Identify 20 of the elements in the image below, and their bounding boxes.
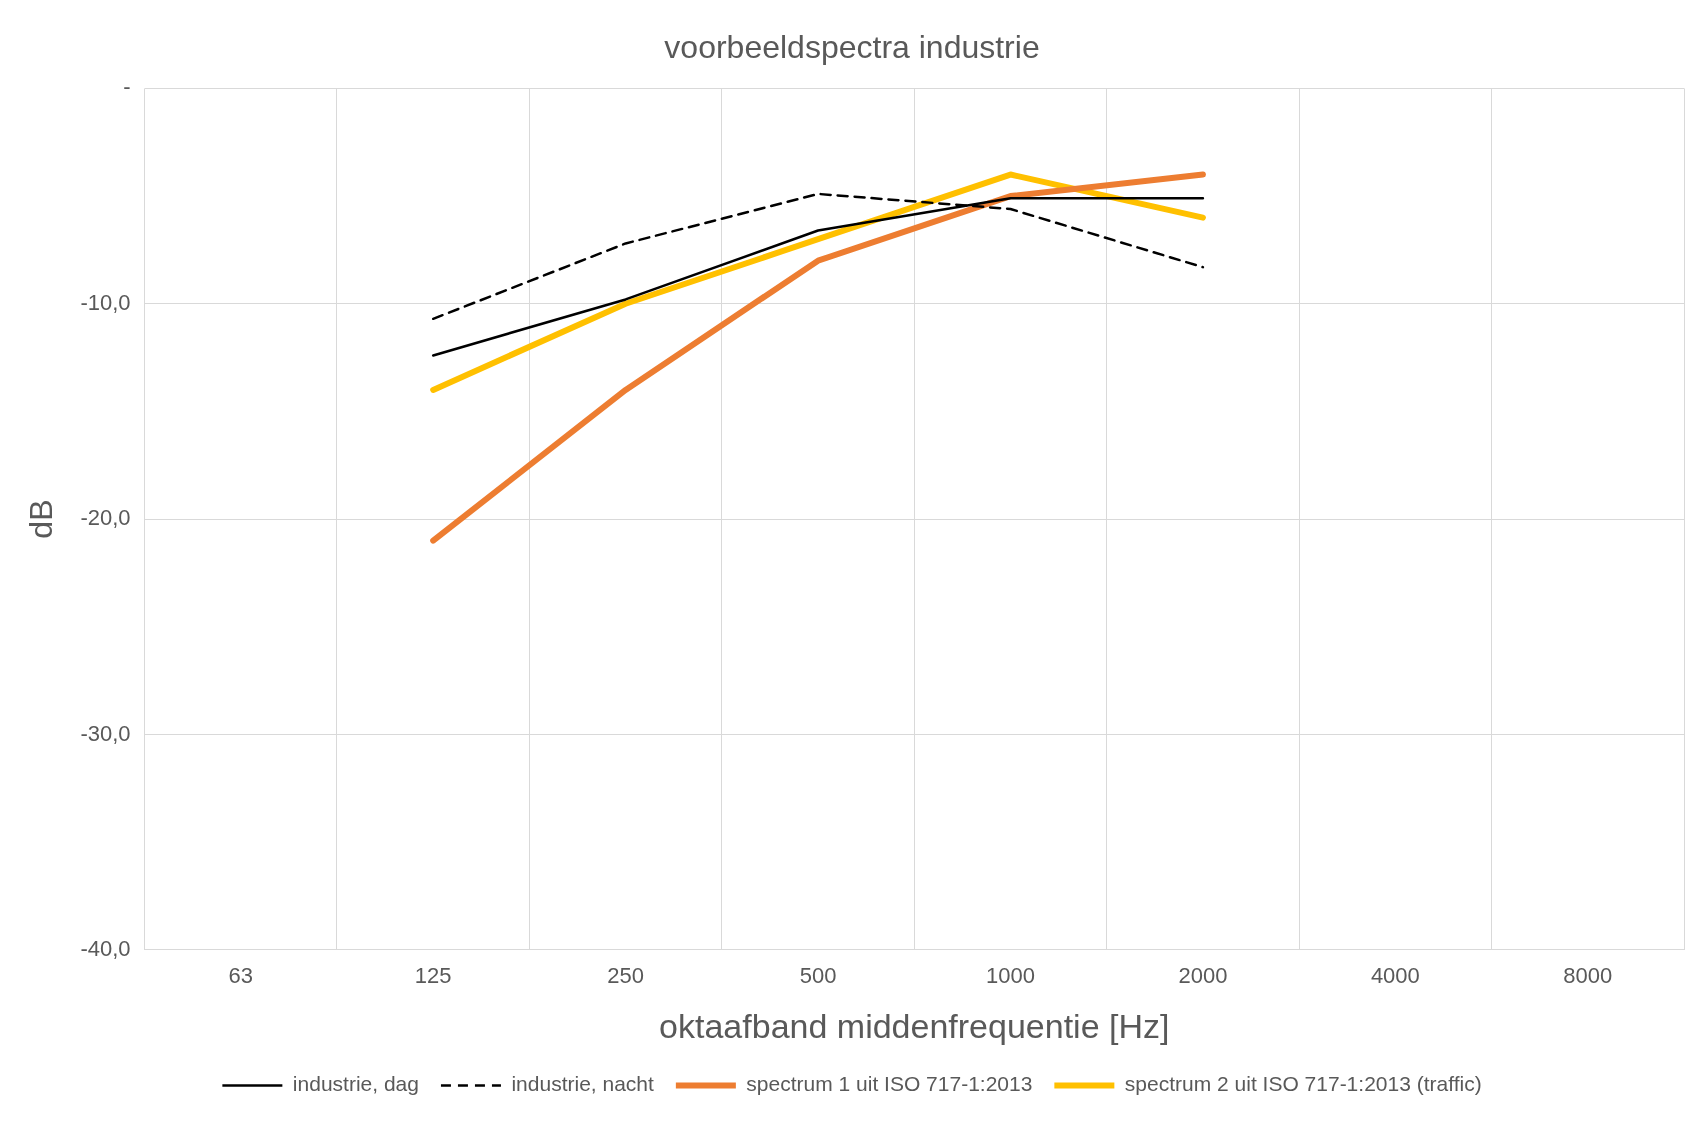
legend-label: spectrum 1 uit ISO 717-1:2013 xyxy=(746,1072,1033,1096)
legend-label: spectrum 2 uit ISO 717-1:2013 (traffic) xyxy=(1124,1072,1482,1096)
y-tick-label: -10,0 xyxy=(80,289,131,315)
x-tick-label: 4000 xyxy=(1370,963,1420,989)
y-tick-label: -30,0 xyxy=(80,720,131,746)
legend-label: industrie, dag xyxy=(292,1072,419,1096)
y-tick-label: -20,0 xyxy=(80,505,131,531)
x-tick-label: 2000 xyxy=(1178,963,1228,989)
x-tick-label: 1000 xyxy=(986,963,1035,989)
y-tick-label: - xyxy=(123,74,131,100)
chart-title: voorbeeldspectra industrie xyxy=(664,29,1040,66)
x-tick-label: 63 xyxy=(228,963,253,989)
x-tick-label: 8000 xyxy=(1563,963,1613,989)
x-axis-title: oktaafband middenfrequentie [Hz] xyxy=(659,1006,1170,1045)
x-tick-label: 500 xyxy=(799,963,837,989)
y-tick-label: -40,0 xyxy=(80,935,131,961)
y-axis-title: dB xyxy=(23,499,60,539)
x-tick-label: 125 xyxy=(414,963,452,989)
legend-label: industrie, nacht xyxy=(511,1072,655,1096)
x-tick-label: 250 xyxy=(607,963,644,989)
